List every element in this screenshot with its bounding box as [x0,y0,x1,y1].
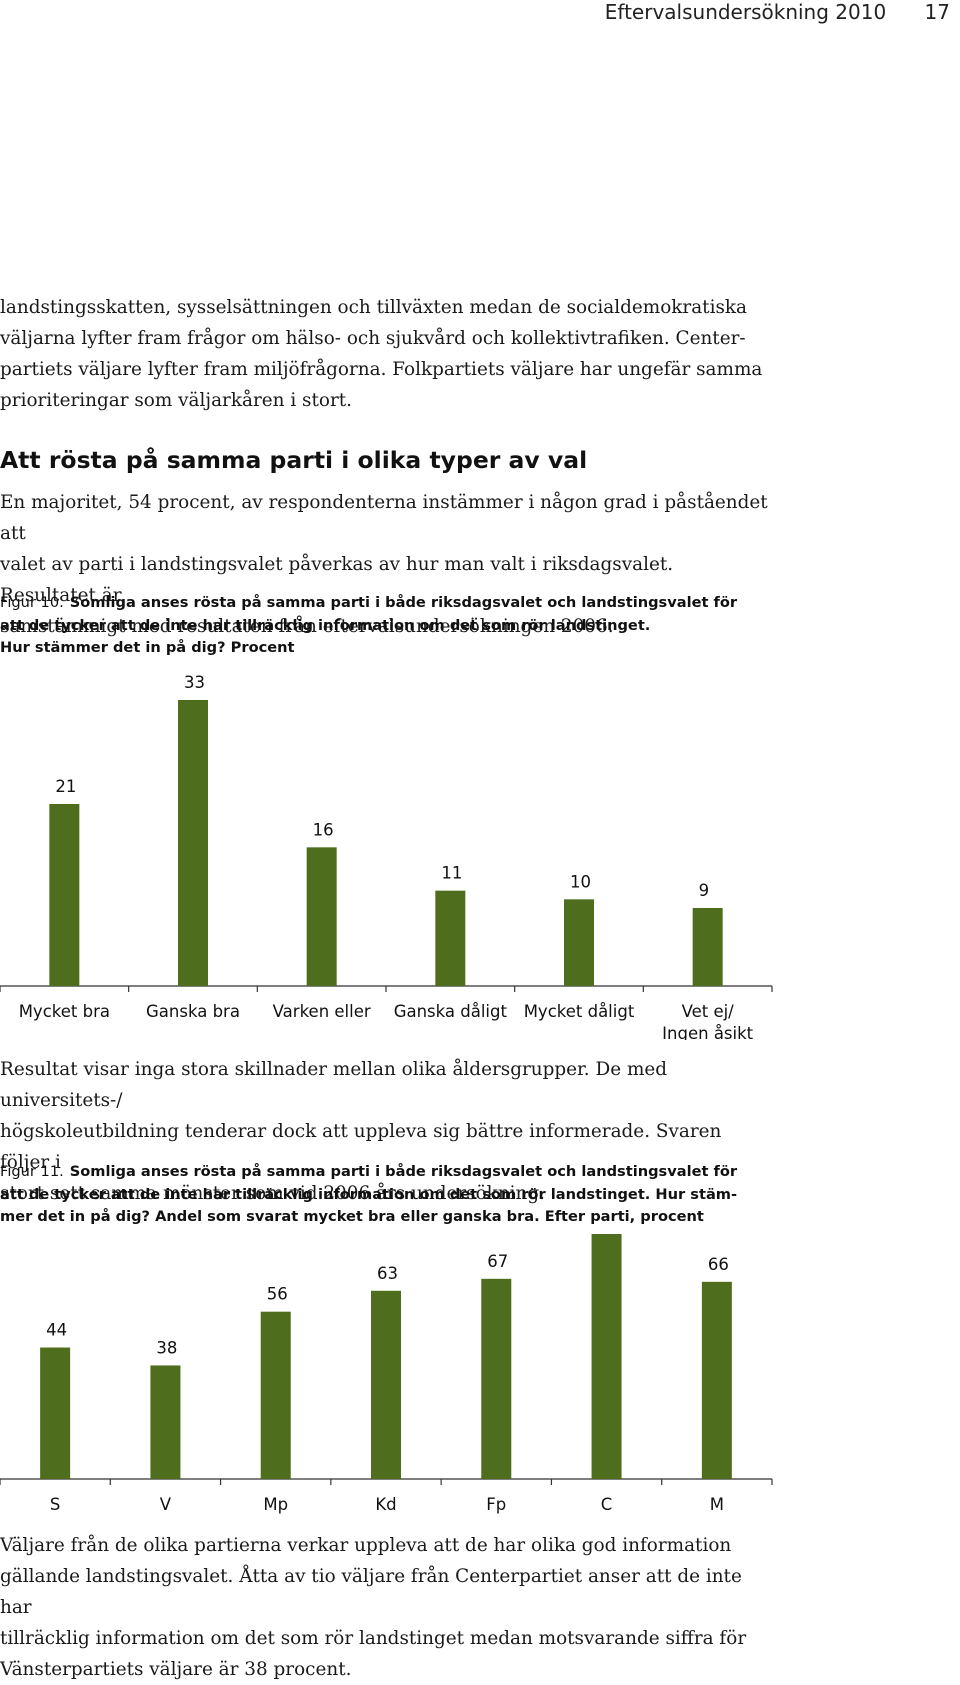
bar [40,1347,71,1479]
bar-value-label: 16 [313,820,334,839]
x-tick-label: Fp [486,1495,506,1514]
bar [435,890,466,986]
bar-value-label: 21 [55,777,76,796]
caption-line: Hur stämmer det in på dig? Procent [0,639,295,656]
paragraph-line: partiets väljare lyfter fram miljöfrågor… [0,359,763,380]
paragraph-line: En majoritet, 54 procent, av respondente… [0,492,768,544]
paragraph-1: landstingsskatten, sysselsättningen och … [0,292,770,416]
page-header: Eftervalsundersökning 2010 17 [605,0,950,24]
figure-11-caption: Figur 11. Somliga anses rösta på samma pa… [0,1161,770,1229]
paragraph-line: gällande landstingsvalet. Åtta av tio vä… [0,1566,742,1618]
paragraph-line: väljarna lyfter fram frågor om hälso- oc… [0,328,746,349]
bar-value-label: 38 [156,1338,177,1357]
caption-line: att de tycker att de inte har tillräckli… [0,616,651,634]
caption-line: mer det in på dig? Andel som svarat myck… [0,1208,704,1225]
caption-line: Somliga anses rösta på samma parti i båd… [69,594,738,611]
bar-value-label: 11 [441,864,462,883]
x-tick-label: M [710,1495,724,1514]
x-tick-label: Ganska dåligt [394,1002,508,1021]
bar [306,847,337,986]
figure-10-caption: Figur 10. Somliga anses rösta på samma pa… [0,592,770,660]
paragraph-2: En majoritet, 54 procent, av respondente… [0,487,770,642]
bar-value-label: 44 [46,1321,67,1340]
bar [371,1290,401,1479]
bar [481,1278,512,1479]
bar-value-label: 56 [267,1285,288,1304]
paragraph-line: prioriteringar som väljarkåren i stort. [0,390,352,411]
x-tick-label: Mp [263,1495,288,1514]
bar-value-label: 67 [487,1252,508,1271]
bar [591,1234,622,1479]
document-title: Eftervalsundersökning 2010 [604,0,887,24]
x-tick-label: V [160,1495,172,1514]
figure-label: Figur 10. [0,594,64,611]
bar [150,1365,181,1479]
bar [701,1281,732,1479]
bar-value-label: 9 [699,881,710,900]
x-tick-label: Varken eller [273,1002,371,1021]
bar [564,899,594,986]
bar [49,804,80,986]
x-tick-label: S [50,1495,60,1514]
section-heading: Att rösta på samma parti i olika typer a… [0,446,588,474]
x-tick-label: Ganska bra [146,1002,240,1021]
paragraph-line: stort sett samma mönster som vid 2006 år… [0,1183,546,1204]
paragraph-line: Vänsterpartiets väljare är 38 procent. [0,1659,352,1680]
page-number: 17 [924,0,950,24]
x-tick-label: Ingen åsikt [662,1024,753,1040]
bar-value-label: 10 [570,872,591,891]
x-tick-label: C [601,1495,613,1514]
x-tick-label: Vet ej/ [682,1002,735,1021]
x-tick-label: Mycket dåligt [524,1002,635,1021]
figure-label: Figur 11. [0,1163,64,1180]
paragraph-3: Resultat visar inga stora skillnader mel… [0,1054,770,1209]
figure-11-bar-chart: 44S38V56Mp63Kd67Fp82C66M [0,1234,773,1514]
x-tick-label: Kd [375,1495,396,1514]
bar [692,908,723,986]
figure-10-bar-chart: 21 Mycket bra 33 Ganska bra 16 Varken eller 11… [0,673,773,1040]
bar-value-label: 33 [184,673,205,692]
caption-line: att de tycker att de inte har tillräckli… [0,1185,738,1203]
paragraph-line: valet av parti i landstingsvalet påverka… [0,554,674,606]
bar [260,1311,291,1479]
bar [178,700,208,986]
paragraph-line: samstämmigt med resultaten från efterval… [0,616,614,637]
paragraph-line: Resultat visar inga stora skillnader mel… [0,1059,668,1111]
paragraph-line: landstingsskatten, sysselsättningen och … [0,297,748,318]
paragraph-line: högskoleutbildning tenderar dock att upp… [0,1121,722,1173]
bar-value-label: 63 [377,1264,398,1283]
x-tick-label: Mycket bra [19,1002,110,1021]
bar-value-label: 66 [708,1255,729,1274]
caption-line: Somliga anses rösta på samma parti i båd… [69,1163,738,1180]
paragraph-line: tillräcklig information om det som rör l… [0,1628,747,1649]
paragraph-line: Väljare från de olika partierna verkar u… [0,1535,732,1556]
paragraph-4: Väljare från de olika partierna verkar u… [0,1530,770,1685]
